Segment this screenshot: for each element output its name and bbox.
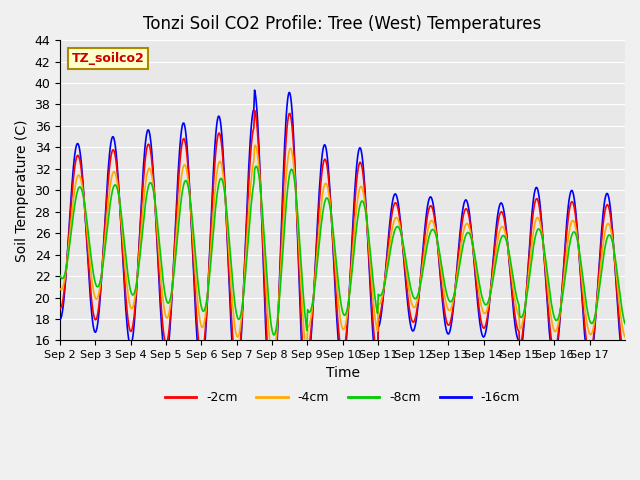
Title: Tonzi Soil CO2 Profile: Tree (West) Temperatures: Tonzi Soil CO2 Profile: Tree (West) Temp… [143, 15, 541, 33]
X-axis label: Time: Time [326, 366, 360, 380]
Legend: -2cm, -4cm, -8cm, -16cm: -2cm, -4cm, -8cm, -16cm [160, 386, 525, 409]
Y-axis label: Soil Temperature (C): Soil Temperature (C) [15, 119, 29, 262]
Text: TZ_soilco2: TZ_soilco2 [72, 52, 144, 65]
